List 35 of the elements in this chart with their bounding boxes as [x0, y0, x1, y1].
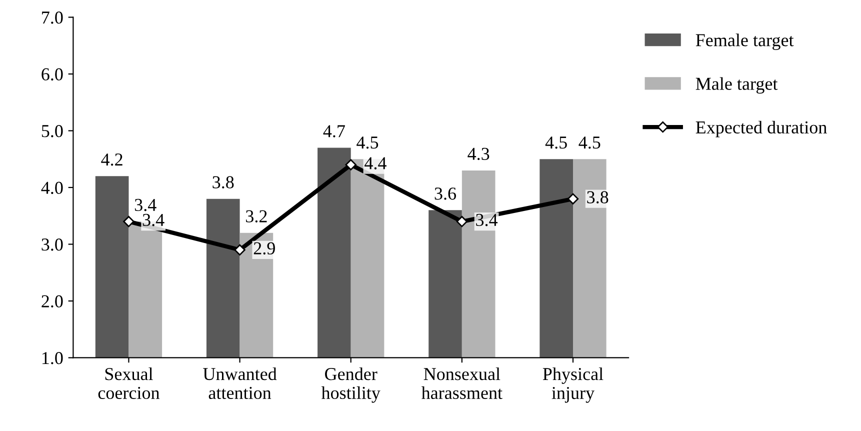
- x-tick-label: Physical injury: [542, 367, 604, 403]
- point: [567, 193, 579, 204]
- data-label: 4.4: [364, 157, 386, 170]
- data-label: 4.5: [578, 136, 600, 149]
- data-label: 3.2: [246, 210, 267, 222]
- data-label: 3.4: [476, 214, 498, 226]
- x-tick-label: Gender hostility: [321, 367, 380, 403]
- y-tick-label: 7.0: [42, 11, 63, 24]
- data-label: 3.4: [142, 214, 164, 226]
- data-label: 4.5: [356, 136, 378, 149]
- point: [234, 244, 246, 256]
- data-label: 3.6: [434, 188, 456, 200]
- y-tick-label: 4.0: [41, 182, 63, 194]
- data-label: 3.8: [587, 191, 608, 204]
- legend-label: Female target: [696, 34, 794, 50]
- x-tick-label: Nonsexual harassment: [421, 367, 502, 400]
- x-tick-label: Unwanted attention: [203, 367, 277, 400]
- legend-label: Male target: [696, 77, 778, 94]
- point: [123, 216, 134, 228]
- x-tick-label: Sexual coercion: [98, 367, 160, 400]
- y-tick-label: 5.0: [42, 124, 63, 138]
- y-tick-label: 6.0: [42, 68, 63, 81]
- y-tick-label: 1.0: [42, 352, 63, 364]
- data-label: 4.3: [468, 148, 490, 160]
- point: [456, 216, 468, 228]
- y-tick-label: 2.0: [42, 295, 63, 308]
- data-label: 4.5: [545, 136, 567, 149]
- data-label: 4.2: [101, 154, 122, 166]
- data-label: 4.7: [323, 125, 345, 138]
- data-label: 2.9: [254, 242, 275, 255]
- data-label: 3.8: [212, 176, 234, 188]
- legend-label: Expected duration: [696, 120, 827, 138]
- y-tick-label: 3.0: [42, 238, 63, 251]
- data-label: 3.4: [134, 198, 156, 212]
- point: [345, 159, 356, 170]
